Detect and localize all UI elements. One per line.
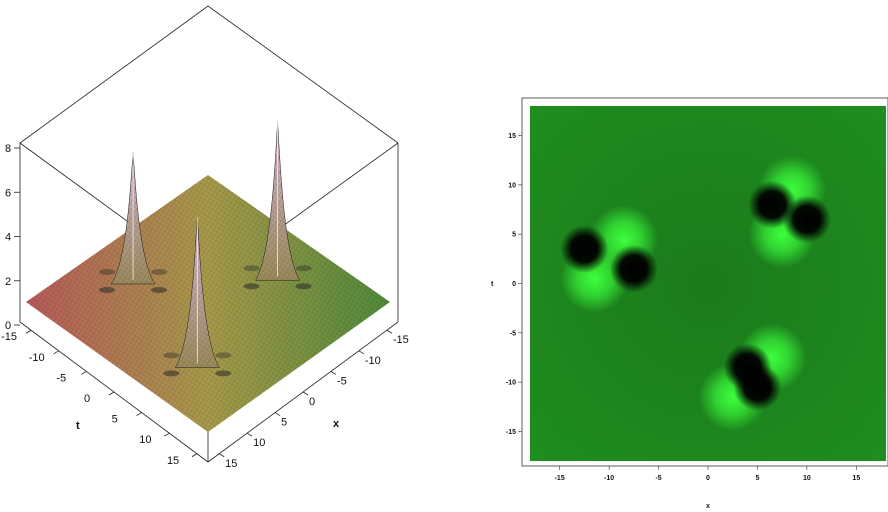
z-tick-label: 6 <box>5 187 11 199</box>
surface-peak <box>99 152 168 293</box>
heatmap-y-tick-label: -15 <box>506 429 516 436</box>
heatmap-x-tick-label: -15 <box>555 475 565 482</box>
x-tick-mark <box>246 432 253 437</box>
x-tick-mark <box>358 350 365 355</box>
z-tick-label: 8 <box>5 143 11 155</box>
heatmap-y-tick-label: 10 <box>508 182 516 189</box>
surface-dip <box>163 352 180 359</box>
lump <box>698 323 807 431</box>
heatmap-x-tick-label: 5 <box>755 475 759 482</box>
t-tick-mark <box>164 432 170 437</box>
surface-dip <box>215 352 232 359</box>
box-top-back <box>19 5 399 144</box>
surface-peaks <box>99 121 312 377</box>
surface-dip <box>99 268 116 275</box>
surface-dip <box>295 265 312 272</box>
z-axis-ticks: 0 2 4 6 8 <box>5 143 20 332</box>
t-tick-mark <box>25 329 32 334</box>
heatmap-x-tick-label: 0 <box>706 475 710 482</box>
lump-dark-lobe <box>609 244 658 293</box>
t-tick-label: -15 <box>1 331 17 343</box>
x-tick-label: -15 <box>393 334 409 346</box>
lump <box>748 155 831 269</box>
heatmap-lumps <box>560 155 831 431</box>
t-axis-ticks: -15 -10 -5 0 5 10 15 <box>1 329 198 467</box>
lump <box>560 205 658 313</box>
surface-dip <box>151 286 168 293</box>
t-axis-label: t <box>76 420 80 432</box>
heatmap-y-tick-label: 15 <box>508 133 516 140</box>
x-tick-label: 0 <box>309 396 315 408</box>
heatmap-y-tick-label: -5 <box>510 330 516 337</box>
x-tick-label: -10 <box>365 355 381 367</box>
heatmap-x-tick-label: -5 <box>655 475 661 482</box>
t-tick-label: -5 <box>56 372 66 384</box>
x-axis-label: x <box>333 418 340 430</box>
t-tick-mark <box>191 453 198 458</box>
x-tick-mark <box>218 453 225 458</box>
t-tick-mark <box>108 391 115 396</box>
surface-dip <box>163 370 180 377</box>
surface-dip <box>215 370 232 377</box>
heatmap-frame <box>521 97 888 467</box>
heatmap-plot: -15 -10 -5 0 5 10 15 -15 -10 -5 0 5 10 15 x t <box>491 97 888 510</box>
x-tick-mark <box>330 371 337 375</box>
heatmap-y-tick-label: -10 <box>506 380 516 387</box>
surface-peak <box>243 121 312 290</box>
heatmap-x-ticks: -15 -10 -5 0 5 10 15 <box>555 466 860 482</box>
heatmap-x-tick-label: -10 <box>604 475 614 482</box>
z-tick-label: 4 <box>5 232 11 244</box>
lump-dark-lobe <box>782 195 831 244</box>
t-tick-label: 5 <box>112 414 118 426</box>
t-tick-label: 15 <box>167 455 179 467</box>
x-tick-label: 10 <box>253 437 265 449</box>
t-tick-mark <box>53 350 59 355</box>
heatmap-x-label: x <box>706 503 710 510</box>
heatmap-y-label: t <box>491 281 494 288</box>
t-tick-mark <box>136 412 142 416</box>
t-tick-label: 10 <box>139 434 151 446</box>
surface-dip <box>243 283 260 290</box>
surface-plot-3d: 0 2 4 6 8 -15 -10 -5 0 5 10 15 -15 -10 -5 0 5 10 15 t x <box>1 5 409 470</box>
heatmap-y-tick-label: 0 <box>512 281 516 288</box>
x-axis-ticks: -15 -10 -5 0 5 10 15 <box>218 329 409 470</box>
x-tick-label: -5 <box>337 375 347 387</box>
heatmap-x-tick-label: 15 <box>852 475 860 482</box>
x-tick-mark <box>302 391 309 396</box>
x-tick-mark <box>386 329 393 334</box>
z-tick-label: 0 <box>5 320 11 332</box>
t-tick-mark <box>81 371 87 375</box>
x-tick-mark <box>274 412 281 416</box>
surface-peak <box>163 217 232 377</box>
surface-dip <box>243 265 260 272</box>
z-tick-label: 2 <box>5 276 11 288</box>
t-tick-label: -10 <box>29 352 45 364</box>
heatmap-y-ticks: -15 -10 -5 0 5 10 15 <box>506 133 522 436</box>
surface-dip <box>295 283 312 290</box>
lump-dark-lobe <box>560 224 609 273</box>
lump-dark-lobe <box>733 363 782 412</box>
surface-dip <box>99 286 116 293</box>
heatmap-x-tick-label: 10 <box>803 475 811 482</box>
x-tick-label: 5 <box>281 417 287 429</box>
t-tick-label: 0 <box>84 393 90 405</box>
heatmap-y-tick-label: 5 <box>512 232 516 239</box>
surface-mesh <box>26 175 390 432</box>
surface-dip <box>151 268 168 275</box>
x-tick-label: 15 <box>225 458 237 470</box>
